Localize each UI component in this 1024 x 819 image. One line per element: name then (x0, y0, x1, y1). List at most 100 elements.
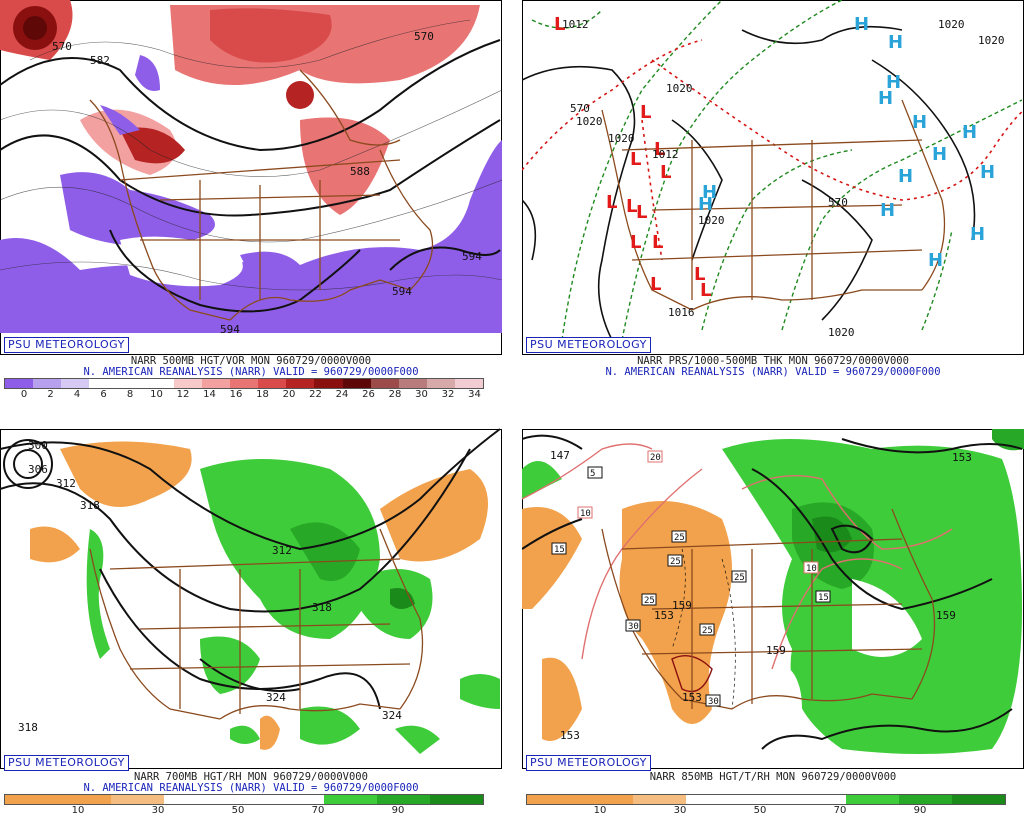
low-pressure-icon: L (626, 196, 637, 217)
colorbar-swatch (633, 795, 687, 804)
temperature-box (705, 694, 721, 707)
rh-colorbar-ticks: 10 30 50 70 90 (526, 805, 1004, 817)
colorbar-tick-label: 20 (282, 389, 296, 400)
temperature-box-label: 25 (702, 626, 713, 636)
temperature-box (803, 561, 819, 574)
temperature-box-labels: 20 5 10 15 25 25 25 25 30 10 15 30 25 (551, 450, 831, 707)
temperature-box-label: 30 (628, 622, 639, 632)
vort-min-south (0, 140, 502, 333)
contour-label: 324 (382, 709, 402, 722)
temperature-box-label: 25 (674, 533, 685, 543)
high-pressure-icon: H (980, 162, 995, 183)
low-pressure-icon: L (700, 280, 711, 301)
temperature-box-label: 20 (650, 453, 661, 463)
vorticity-colorbar (4, 378, 484, 389)
vorticity-colorbar-ticks: 0 2 4 6 8 10 12 14 16 18 20 22 24 26 28 30 32 34 (4, 389, 482, 401)
contour-label: 153 (682, 691, 702, 704)
colorbar-tick-label: 70 (833, 805, 847, 816)
colorbar-swatch (258, 379, 287, 388)
contour-label: 159 (672, 599, 692, 612)
colorbar-swatch (398, 379, 427, 388)
temperature-box (731, 570, 747, 583)
colorbar-tick-label: 4 (73, 389, 81, 400)
temperature-box-label: 25 (670, 557, 681, 567)
low-pressure-icon: L (606, 192, 617, 213)
contour-label: 1012 (562, 18, 589, 31)
contour-label: 570 (828, 196, 848, 209)
caption-product: NARR 850MB HGT/T/RH MON 960729/0000V000 (649, 771, 897, 783)
contour-label: 318 (312, 601, 332, 614)
psu-meteorology-badge: PSU METEOROLOGY (4, 755, 129, 771)
colorbar-swatch (111, 795, 165, 804)
temperature-box (699, 623, 715, 636)
contour-label: 300 (28, 439, 48, 452)
caption-valid: N. AMERICAN REANALYSIS (NARR) VALID = 96… (605, 366, 941, 378)
contour-label: 582 (90, 54, 110, 67)
colorbar-swatch (739, 795, 793, 804)
colorbar-tick-label: 10 (593, 805, 607, 816)
contour-label: 324 (266, 691, 286, 704)
temperature-box (587, 466, 603, 479)
temperature-box-label: 30 (708, 697, 719, 707)
high-pressure-icon: H (962, 122, 977, 143)
colorbar-swatch (173, 379, 202, 388)
contour-label: 312 (56, 477, 76, 490)
low-pressure-icon: L (640, 102, 651, 123)
contour-label: 570 (414, 30, 434, 43)
panel-mslp-thickness: H H H H H H H H H H H H H H L L L L L L … (522, 0, 1024, 410)
caption-product: NARR 500MB HGT/VOR MON 960729/0000V000 (130, 355, 372, 367)
caption-product: NARR 700MB HGT/RH MON 960729/0000V000 (134, 771, 368, 783)
colorbar-swatch (455, 379, 484, 388)
contour-label: 312 (272, 544, 292, 557)
rh-colorbar (4, 794, 484, 805)
high-pressure-icon: H (970, 224, 985, 245)
temperature-box-label: 25 (644, 596, 655, 606)
low-pressure-icon: L (652, 232, 663, 253)
colorbar-tick-label: 30 (151, 805, 165, 816)
low-pressure-icon: L (630, 149, 641, 170)
high-pressure-icon: H (878, 88, 893, 109)
high-pressure-icon: H (886, 72, 901, 93)
colorbar-tick-label: 18 (256, 389, 269, 400)
contour-label: 159 (936, 609, 956, 622)
caption-valid: N. AMERICAN REANALYSIS (NARR) VALID = 96… (83, 366, 419, 378)
panel-500mb-vorticity: 570 582 588 594 594 594 570 PSU METEOROL… (0, 0, 502, 410)
contour-label: 1020 (608, 132, 635, 145)
temperature-box (667, 554, 683, 567)
contour-label: 588 (350, 165, 370, 178)
colorbar-tick-label: 30 (415, 389, 428, 400)
contour-label: 570 (570, 102, 590, 115)
colorbar-swatch (314, 379, 343, 388)
temperature-box (625, 619, 641, 632)
colorbar-tick-label: 50 (231, 805, 245, 816)
temperature-box (647, 450, 663, 463)
contour-label: 153 (952, 451, 972, 464)
temperature-box-label: 10 (806, 564, 817, 574)
temperature-box (671, 530, 687, 543)
temperature-box-label: 25 (734, 573, 745, 583)
contour-label: 594 (392, 285, 412, 298)
high-pressure-icon: H (698, 194, 713, 215)
colorbar-tick-label: 22 (309, 389, 322, 400)
low-pressure-icon: L (630, 232, 641, 253)
contour-label: 1020 (666, 82, 693, 95)
low-pressure-icon: L (650, 274, 661, 295)
colorbar-swatch (686, 795, 740, 804)
colorbar-swatch (5, 795, 59, 804)
colorbar-swatch (580, 795, 634, 804)
map-850mb-t-rh: 147 153 159 159 153 153 159 153 20510152… (522, 429, 1024, 769)
colorbar-swatch (33, 379, 62, 388)
colorbar-swatch (201, 379, 230, 388)
contour-label: 1020 (828, 326, 855, 339)
temperature-box-label: 10 (580, 509, 591, 519)
psu-meteorology-badge: PSU METEOROLOGY (526, 755, 651, 771)
low-pressure-icon: L (654, 139, 665, 160)
map-borders (89, 528, 424, 720)
contour-label: 1020 (938, 18, 965, 31)
map-700mb-rh: 300 306 312 318 312 318 324 324 318 (0, 428, 502, 769)
temperature-box-label: 5 (590, 469, 595, 479)
colorbar-swatch (376, 795, 430, 804)
low-pressure-icon: L (660, 162, 671, 183)
low-pressure-icon: L (636, 202, 647, 223)
colorbar-swatch (89, 379, 118, 388)
